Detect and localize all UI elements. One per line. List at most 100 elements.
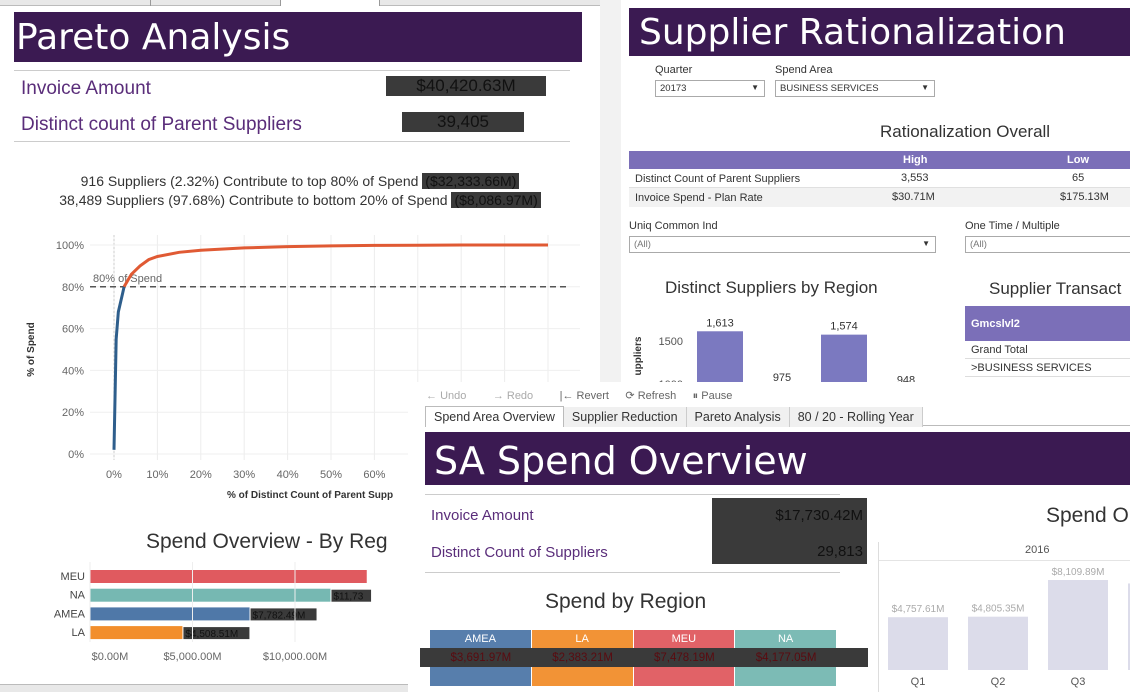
x-tick-label: 40% (277, 469, 299, 481)
region-bar-value-bg (250, 608, 317, 621)
dashboard-tabs: Spend Area Overview Supplier Reduction Par… (425, 406, 1130, 427)
spend-by-region-bar-chart: MEU NA $11,73 AMEA $7,782.49M LA $4,508.51M $0.… (54, 562, 372, 663)
pareto-title-banner: Pareto Analysis (14, 12, 582, 62)
region-tile-value: $3,691.97M (450, 652, 512, 664)
y-tick-label: 0% (68, 449, 84, 461)
quarter-bar (1128, 583, 1130, 670)
quarter-tick-label: Q2 (991, 676, 1006, 688)
quarter-tick-label: Q3 (1071, 676, 1086, 688)
supplier-region-bar-label: 975 (773, 372, 791, 384)
y-axis-label: uppliers (633, 336, 644, 375)
uniq-common-label: Uniq Common Ind (629, 220, 718, 232)
region-tile-value: $2,383.21M (552, 652, 613, 664)
tab-spend-area-overview[interactable]: Spend Area Overview (425, 406, 564, 427)
refresh-button[interactable]: ⟳ Refresh (625, 390, 677, 402)
one-time-label: One Time / Multiple (965, 220, 1060, 232)
redo-button[interactable]: → Redo (492, 390, 534, 402)
top-tab-strip (0, 0, 600, 6)
region-x-tick: $10,000.00M (263, 651, 327, 663)
toolbar: ← Undo → Redo |← Revert ⟳ Refresh ⏸ Paus… (408, 382, 1130, 405)
pareto-summary-value-2: ($8,086.97M) (451, 192, 541, 208)
pareto-distinct-label: Distinct count of Parent Suppliers (21, 114, 302, 135)
x-tick-label: 20% (190, 469, 212, 481)
pareto-summary-value-1: ($32,333.66M) (422, 173, 520, 189)
overview-title: SA Spend Overview (434, 439, 808, 483)
region-bar (90, 570, 367, 583)
pareto-invoice-label: Invoice Amount (21, 78, 151, 99)
trans-row: Grand Total (965, 341, 1130, 359)
y-tick-label: 20% (62, 407, 84, 419)
quarter-bar-label: $8,109.89M (1052, 567, 1105, 578)
tab-80-20-rolling-year[interactable]: 80 / 20 - Rolling Year (789, 407, 923, 427)
supplier-title: Supplier Rationalization (639, 12, 1066, 53)
pause-icon: ⏸ (692, 390, 699, 402)
pareto-top-suppliers-line (112, 286, 126, 450)
region-chart-title: Spend Overview - By Reg (146, 530, 388, 553)
y-axis-label: % of Spend (26, 322, 37, 376)
chevron-down-icon: ▼ (921, 83, 929, 92)
quarter-dropdown[interactable]: 20173 ▼ (655, 80, 765, 97)
revert-button[interactable]: |← Revert (559, 390, 609, 402)
quarter-bar (968, 616, 1028, 670)
year-label: 2016 (1025, 544, 1050, 556)
undo-icon: ← (426, 390, 437, 402)
overview-distinct-value: 29,813 (817, 543, 863, 560)
spend-area-dropdown[interactable]: BUSINESS SERVICES ▼ (775, 80, 935, 97)
region-bar (90, 626, 183, 640)
rationalization-table: High Low Distinct Count of Parent Suppli… (629, 151, 1130, 207)
trans-header: Gmcslvl2 (965, 306, 1130, 341)
overview-invoice-label: Invoice Amount (431, 507, 534, 524)
uniq-common-dropdown[interactable]: (All) ▼ (629, 236, 936, 253)
y-tick-label: 60% (62, 324, 84, 336)
region-bar-value: $4,508.51M (185, 629, 238, 640)
col-high-header: High (903, 154, 928, 166)
supplier-panel: Supplier Rationalization Quarter 20173 ▼ … (621, 0, 1130, 386)
supplier-region-bar (697, 331, 743, 386)
region-bar-label: NA (70, 590, 86, 602)
quarter-bar (888, 617, 948, 670)
supplier-region-bar-label: 1,613 (706, 317, 734, 329)
supplier-title-banner: Supplier Rationalization (629, 8, 1130, 56)
redo-icon: → (492, 390, 504, 402)
table-row: Distinct Count of Parent Suppliers 3,553… (629, 169, 1130, 188)
refresh-icon: ⟳ (625, 390, 635, 402)
overview-invoice-value: $17,730.42M (775, 507, 863, 524)
trans-row[interactable]: >BUSINESS SERVICES (965, 359, 1130, 377)
region-bar (90, 607, 250, 621)
pareto-panel: Pareto Analysis Invoice Amount $40,420.6… (0, 0, 600, 692)
overview-distinct-label: Distinct Count of Suppliers (431, 544, 608, 561)
overview-kpi-box: $17,730.42M 29,813 (712, 498, 867, 564)
pareto-summary-line-1: 916 Suppliers (2.32%) Contribute to top … (0, 173, 600, 189)
region-tile-value: $7,478.19M (654, 652, 715, 664)
region-bar-value-bg (331, 589, 372, 602)
pareto-curve-chart: 100%80%60%40%20%0%0%10%20%30%40%50%60%7%… (26, 235, 580, 501)
rationalization-overall-title: Rationalization Overall (880, 122, 1051, 141)
pareto-invoice-value: $40,420.63M (386, 76, 546, 96)
y-tick-label: 1500 (659, 336, 683, 348)
pareto-remaining-suppliers-line (122, 243, 548, 288)
x-axis-label: % of Distinct Count of Parent Supp (227, 490, 393, 501)
region-x-tick: $0.00M (92, 651, 129, 663)
one-time-dropdown[interactable]: (All) (965, 236, 1130, 253)
spend-by-region-title: Spend by Region (545, 590, 707, 613)
chevron-down-icon: ▼ (922, 239, 930, 248)
region-bar-value-bg (183, 627, 250, 640)
tab-pareto-analysis[interactable]: Pareto Analysis (686, 407, 790, 427)
y-tick-label: 40% (62, 365, 84, 377)
tab-supplier-reduction[interactable]: Supplier Reduction (563, 407, 687, 427)
pareto-title: Pareto Analysis (16, 17, 291, 58)
pause-button[interactable]: ⏸ Pause (692, 390, 733, 402)
supplier-transact-table: Gmcslvl2 Grand Total >BUSINESS SERVICES (965, 306, 1130, 386)
x-tick-label: 30% (233, 469, 255, 481)
undo-button[interactable]: ← Undo (426, 390, 467, 402)
region-bar-label: LA (72, 627, 86, 639)
supplier-region-bar-label: 948 (897, 374, 915, 386)
quarter-bar (1048, 580, 1108, 670)
supplier-region-bar (821, 334, 867, 386)
region-bar-value: $11,73 (333, 592, 363, 603)
quarter-bar-label: $4,757.61M (892, 604, 945, 615)
overview-title-banner: SA Spend Overview (425, 432, 1130, 485)
supplier-transact-title: Supplier Transact (989, 279, 1122, 298)
region-bar-value: $7,782.49M (253, 610, 306, 621)
region-x-tick: $5,000.00M (163, 651, 221, 663)
